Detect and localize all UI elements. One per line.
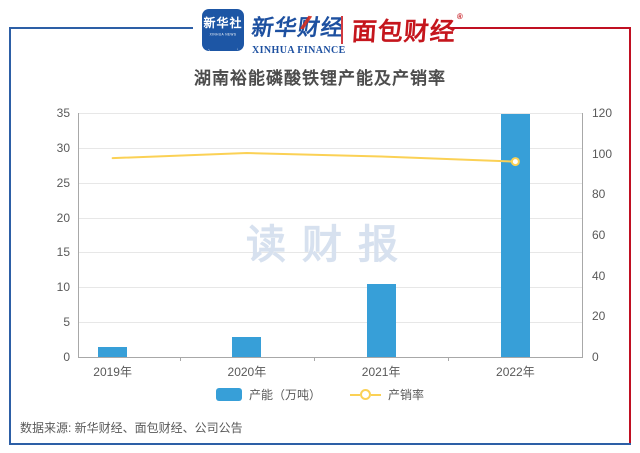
header-divider [341,16,343,44]
y-axis-right-tick-label: 40 [592,268,606,283]
frame-border-top-right [448,27,631,29]
legend-bar-swatch [215,388,242,401]
y-axis-right-tick-label: 20 [592,309,606,324]
legend-line-label: 产销率 [388,388,425,402]
y-axis-right-line [582,113,583,357]
y-axis-left-tick-label: 10 [56,280,70,295]
y-axis-left-tick-label: 30 [56,140,70,155]
x-axis-category-label: 2019年 [93,365,132,379]
globe-arc-icon [208,38,238,51]
y-axis-left-tick-label: 25 [56,175,70,190]
xinhua-finance-en: XINHUA FINANCE [252,45,346,56]
capacity-bar [98,347,128,357]
legend-line-marker [350,389,381,400]
x-axis-tick [179,357,181,361]
xinhua-agency-logo: 新华社 XINHUA NEWS [202,9,244,51]
frame-border-bottom [9,443,631,445]
gridline [78,113,582,114]
bread-finance-logo: 面包财经® [351,12,464,48]
bread-finance-cn: 面包财经 [350,18,457,46]
y-axis-left-tick-label: 15 [56,245,70,260]
y-axis-right-tick-label: 100 [592,146,613,161]
xinhua-agency-logo-subtext: XINHUA NEWS [209,32,237,37]
gridline [78,252,582,254]
y-axis-right-tick-label: 60 [592,228,606,242]
x-axis-line [78,357,583,358]
x-axis-category-label: 2020年 [227,365,267,379]
registered-mark: ® [456,12,465,21]
frame-border-left [9,27,11,445]
xinhua-agency-logo-text: 新华社 [203,16,243,30]
x-axis-category-label: 2022年 [496,365,535,379]
watermark: 读财报 [246,223,414,267]
y-axis-right-tick-label: 80 [592,187,606,202]
gridline [78,182,582,184]
x-axis-category-label: 2021年 [361,365,401,379]
chart-title: 湖南裕能磷酸铁锂产能及产销率 [194,69,446,88]
y-axis-left-tick-label: 5 [63,315,70,330]
y-axis-left-tick-label: 35 [56,106,70,120]
x-axis-tick [314,357,315,361]
gridline [78,217,582,219]
gridline [78,147,582,149]
capacity-bar [232,336,262,357]
y-axis-left-tick-label: 20 [56,210,70,225]
data-source-note: 数据来源: 新华财经、面包财经、公司公告 [20,421,243,435]
frame-border-top-left [9,27,193,29]
y-axis-left-line [78,113,79,357]
gridline [78,322,582,324]
y-axis-left-tick-label: 0 [63,350,70,364]
x-axis-tick [448,357,450,361]
y-axis-right-tick-label: 0 [592,350,599,364]
legend-bar-label: 产能（万吨） [248,388,321,402]
frame-border-right [629,27,631,443]
header: 新华社 XINHUA NEWS 新华财经 XINHUA FINANCE 面包财经… [0,0,640,56]
y-axis-right-tick-label: 120 [592,106,613,120]
gridline [78,287,582,289]
chart-legend: 产能（万吨） 产销率 [0,386,640,403]
xinhua-finance-logo: 新华财经 XINHUA FINANCE [250,10,346,56]
capacity-bar [366,284,396,357]
xinhua-finance-cn: 新华财经 [250,15,346,40]
